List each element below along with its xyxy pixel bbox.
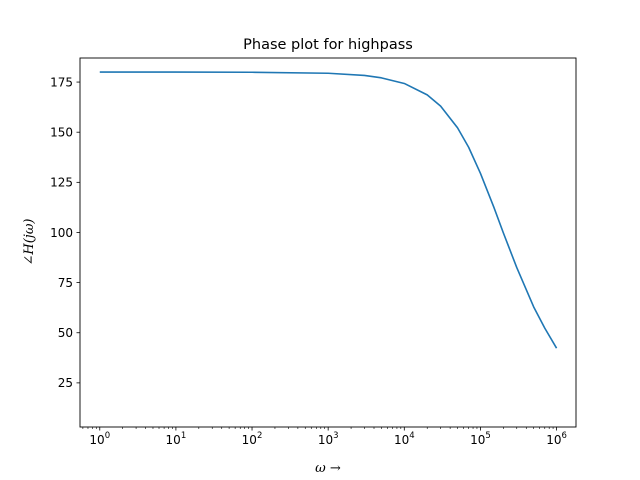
- x-tick-label: 100: [89, 431, 110, 447]
- x-tick-label: 102: [242, 431, 263, 447]
- x-axis-label: ω →: [315, 461, 341, 476]
- y-tick-label: 125: [50, 176, 73, 190]
- x-tick-label: 104: [394, 431, 415, 447]
- x-tick-label: 103: [318, 431, 339, 447]
- y-tick-label: 175: [50, 75, 73, 89]
- phase-series-line: [99, 71, 558, 349]
- x-tick-label: 101: [166, 431, 187, 447]
- y-axis: 25 50 75 100 125 150 175: [50, 75, 80, 390]
- y-tick-label: 50: [58, 326, 73, 340]
- y-tick-label: 25: [58, 376, 73, 390]
- x-axis: 100 101 102 103 104 105 106: [82, 427, 567, 447]
- y-tick-label: 75: [58, 276, 73, 290]
- y-axis-label: ∠H(jω): [22, 218, 37, 265]
- chart-title: Phase plot for highpass: [243, 37, 413, 53]
- y-tick-label: 150: [50, 126, 73, 140]
- y-tick-label: 100: [50, 226, 73, 240]
- x-tick-label: 106: [546, 431, 567, 447]
- plot-area: [99, 71, 558, 349]
- x-tick-label: 105: [470, 431, 491, 447]
